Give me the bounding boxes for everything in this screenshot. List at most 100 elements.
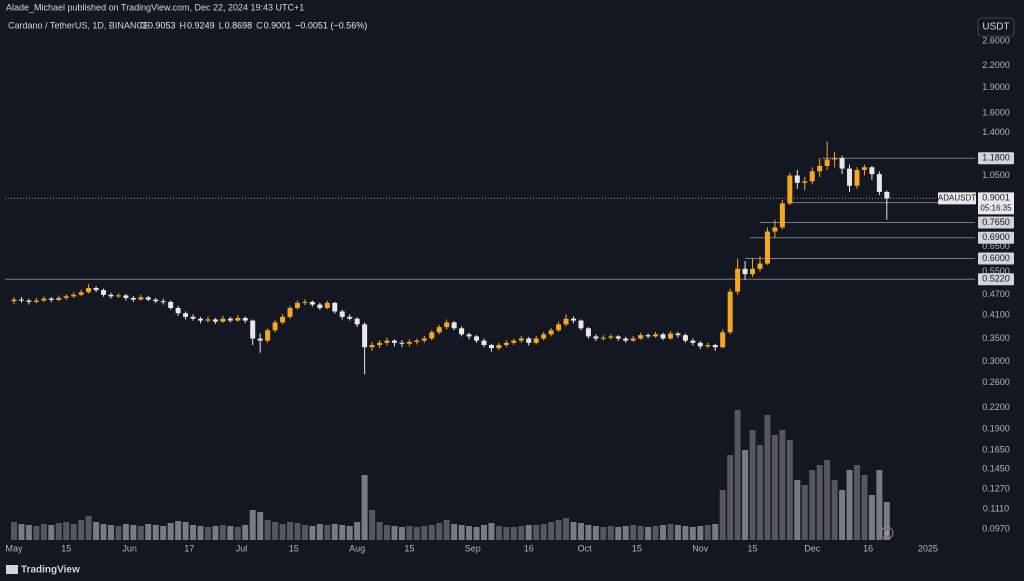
volume-bar [637,526,644,540]
candle-body [309,301,315,305]
volume-bar [398,527,405,540]
level-tag [978,216,1014,229]
volume-bar [287,522,294,540]
volume-bar [883,502,890,540]
volume-bar [585,525,592,540]
volume-bar [11,522,17,540]
candle-body [235,317,241,321]
y-tick-label: 0.5500 [982,266,1010,276]
candle-body [48,298,54,300]
volume-bar [697,526,704,540]
candle-body [11,299,17,302]
candle-body [764,231,770,264]
volume-bar [451,524,458,540]
candle-body [548,330,554,335]
x-tick-label: Jun [122,543,137,553]
volume-bar [137,526,144,540]
candle-body [638,335,644,339]
candle-body [451,322,457,329]
volume-bar [443,520,450,540]
price-tag-label: 0.9001 [982,193,1010,203]
volume-bar [719,490,726,540]
volume-bar [771,435,778,540]
candle-body [414,340,420,342]
candle-body [876,174,882,192]
volume-bar [301,525,308,540]
candle-body [101,290,107,295]
candle-body [138,297,144,300]
volume-bar [413,527,420,540]
candle-body [391,340,397,343]
candle-body [682,335,688,341]
y-tick-label: 1.9000 [982,82,1010,92]
candle-body [727,291,733,333]
countdown: 05:16:35 [980,203,1012,212]
volume-bar [764,415,771,540]
candle-body [86,287,92,293]
volume-bar [182,522,189,540]
x-tick-label: 15 [61,543,71,553]
candle-body [488,345,494,349]
volume-bar [339,525,346,540]
volume-bar [674,525,681,540]
candle-body [220,318,226,322]
y-tick-label: 0.1650 [982,444,1010,454]
candle-body [115,295,121,297]
volume-bar [25,525,32,540]
ohlc-key: O [140,20,147,30]
candle-body [854,169,860,186]
symbol-title: Cardano / TetherUS, 1D, BINANCE [8,20,149,30]
volume-bar [354,522,361,540]
candle-body [153,299,159,302]
candle-body [675,333,681,336]
ohlc-key: C [256,20,263,30]
candle-body [809,171,815,182]
volume-bar [212,526,219,540]
ohlc-key: H [180,20,187,30]
volume-bar [630,525,637,540]
x-tick-label: Jul [236,543,248,553]
candle-body [93,287,99,291]
volume-bar [175,521,182,540]
volume-bar [197,526,204,540]
candle-body [78,292,84,295]
volume-bar [816,465,823,540]
ohlc-value: 0.8698 [225,20,253,30]
currency-button[interactable] [977,17,1015,37]
volume-bar [242,525,249,540]
candle-body [168,301,174,308]
candle-body [533,338,539,343]
volume-bar [316,524,323,540]
volume-bar [421,526,428,540]
candle-body [145,297,151,300]
candle-body [227,318,233,321]
y-tick-label: 2.2000 [982,60,1010,70]
candle-body [63,296,69,298]
y-tick-label: 1.0500 [982,170,1010,180]
volume-bar [689,527,696,540]
volume-bar [495,526,502,540]
candle-body [377,342,383,346]
candle-body [444,322,450,328]
candle-body [71,294,77,297]
candle-body [280,316,286,323]
volume-bar [622,526,629,540]
volume-bar [122,524,129,540]
volume-bar [249,510,256,540]
candle-body [861,167,867,170]
level-tag [978,273,1014,286]
x-tick-label: Aug [349,543,365,553]
candle-body [787,175,793,204]
volume-bar [548,522,555,540]
y-tick-label: 0.6500 [982,241,1010,251]
candle-body [511,340,517,343]
candle-body [750,268,756,275]
volume-bar [324,525,331,540]
candle-body [429,332,435,339]
candle-body [347,316,353,319]
x-tick-label: Dec [804,543,821,553]
candle-body [556,324,562,331]
x-tick-label: 16 [863,543,873,553]
candle-body [772,227,778,232]
